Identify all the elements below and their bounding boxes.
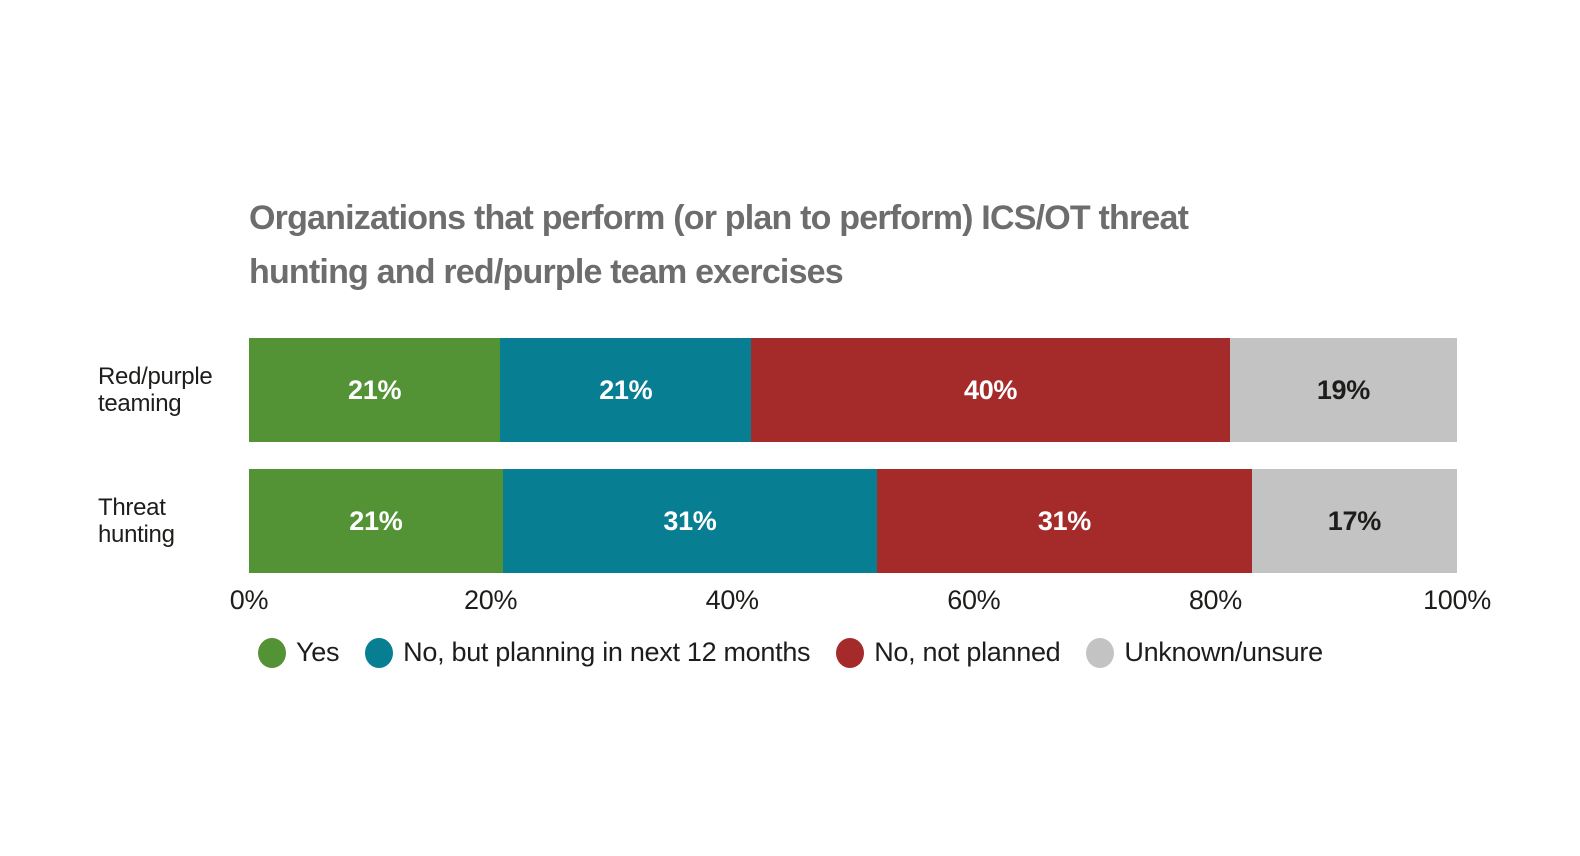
legend-item: Unknown/unsure (1086, 637, 1323, 668)
legend-label: No, not planned (874, 637, 1061, 667)
bar-segment: 21% (249, 469, 503, 573)
legend-item: Yes (258, 637, 339, 668)
legend-swatch-icon (258, 637, 286, 668)
legend-item: No, but planning in next 12 months (365, 637, 811, 668)
bar-segment: 19% (1229, 338, 1458, 442)
x-axis-tick-label: 40% (705, 585, 759, 615)
x-axis-tick-label: 80% (1188, 585, 1242, 615)
stacked-bar: 21% 31% 31% 17% (249, 469, 1458, 573)
x-axis-tick-label: 100% (1423, 585, 1491, 615)
bar-segment: 31% (502, 469, 878, 573)
x-axis-tick-label: 20% (464, 585, 518, 615)
legend-label: No, but planning in next 12 months (403, 637, 811, 667)
category-label: Threat hunting (98, 494, 175, 548)
legend: Yes No, but planning in next 12 months No,… (258, 637, 1323, 668)
bar-segment: 40% (751, 338, 1230, 442)
x-axis-tick-label: 60% (947, 585, 1001, 615)
bar-segment: 21% (500, 338, 752, 442)
chart-title: Organizations that perform (or plan to p… (249, 199, 1189, 291)
legend-swatch-icon (365, 637, 394, 668)
stacked-bar: 21% 21% 40% 19% (249, 338, 1458, 442)
legend-swatch-icon (1086, 637, 1115, 668)
legend-item: No, not planned (836, 637, 1061, 668)
legend-label: Unknown/unsure (1124, 637, 1323, 667)
bar-segment: 21% (249, 338, 501, 442)
legend-label: Yes (296, 637, 340, 667)
bar-segment: 17% (1251, 469, 1458, 573)
legend-swatch-icon (836, 637, 865, 668)
bar-segment: 31% (877, 469, 1252, 573)
category-label: Red/purple teaming (98, 363, 213, 417)
x-axis-tick-label: 0% (229, 585, 269, 615)
